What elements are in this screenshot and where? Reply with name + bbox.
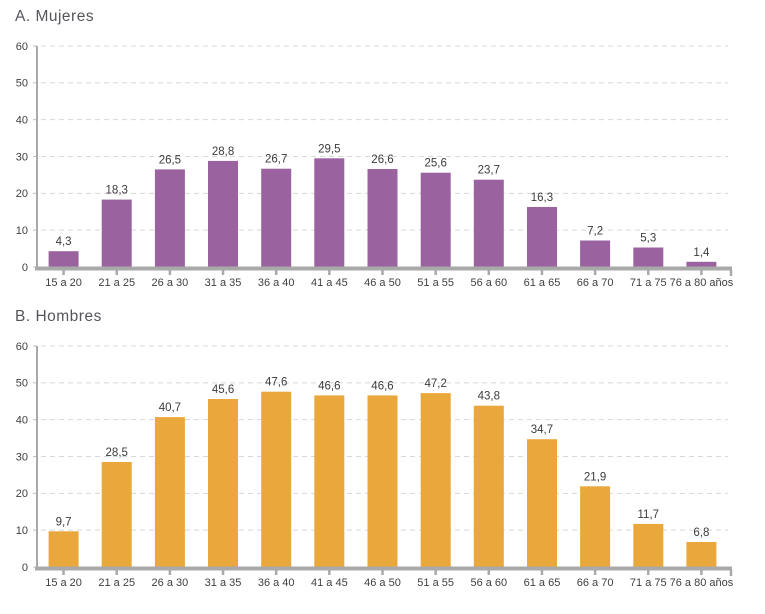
bar-6 [367, 169, 398, 267]
y-axis-label-10: 10 [16, 225, 28, 237]
bar-value-label-2: 40,7 [159, 402, 181, 414]
bar-1 [101, 199, 132, 267]
bar-value-label-2: 26,5 [159, 154, 181, 166]
bar-4 [261, 391, 292, 567]
bar-value-label-7: 47,2 [424, 378, 446, 390]
x-axis-label-1: 21 a 25 [98, 277, 135, 289]
x-axis-label-10: 66 a 70 [577, 577, 614, 589]
bar-value-label-8: 23,7 [478, 165, 500, 177]
bar-12 [686, 261, 717, 267]
x-axis-label-7: 51 a 55 [417, 277, 454, 289]
x-axis-label-9: 61 a 65 [524, 277, 561, 289]
bar-5 [314, 395, 345, 567]
x-axis-label-7: 51 a 55 [417, 577, 454, 589]
y-axis-label-50: 50 [16, 78, 28, 90]
bar-value-label-6: 46,6 [371, 380, 393, 392]
bar-value-label-12: 1,4 [693, 247, 710, 259]
x-axis-label-12: 76 a 80 años [670, 277, 734, 289]
bar-10 [580, 240, 611, 267]
bar-value-label-5: 29,5 [318, 143, 340, 155]
y-axis-label-60: 60 [16, 341, 28, 353]
bar-3 [208, 160, 238, 267]
y-axis-label-40: 40 [16, 414, 28, 426]
x-axis-label-12: 76 a 80 años [670, 577, 734, 589]
y-axis-label-30: 30 [16, 151, 28, 163]
panel-title-hombres: B. Hombres [15, 308, 102, 325]
bar-11 [633, 523, 664, 567]
bar-value-label-12: 6,8 [693, 527, 709, 539]
bar-value-label-3: 28,8 [212, 146, 234, 158]
y-axis-label-50: 50 [16, 378, 28, 390]
bar-value-label-7: 25,6 [424, 158, 446, 170]
bar-12 [686, 542, 717, 567]
bar-9 [527, 207, 557, 267]
bar-1 [101, 462, 132, 567]
bar-3 [208, 399, 238, 567]
x-axis-label-5: 41 a 45 [311, 277, 348, 289]
bar-value-label-8: 43,8 [478, 391, 500, 403]
bar-value-label-6: 26,6 [371, 154, 393, 166]
y-axis-label-20: 20 [16, 488, 28, 500]
y-axis-label-0: 0 [22, 262, 28, 274]
panel-mujeres: A. Mujeres 0 10 20 30 40 50 60 4,3 15 a 20 18,3 21… [0, 0, 765, 300]
bar-value-label-4: 47,6 [265, 377, 287, 389]
x-axis-label-5: 41 a 45 [311, 577, 348, 589]
bar-value-label-0: 9,7 [56, 516, 72, 528]
y-axis-label-20: 20 [16, 188, 28, 200]
panel-title-mujeres: A. Mujeres [15, 8, 95, 25]
x-axis-label-1: 21 a 25 [98, 577, 135, 589]
bar-8 [473, 405, 504, 567]
bar-value-label-5: 46,6 [318, 380, 340, 392]
x-axis-label-11: 71 a 75 [630, 277, 667, 289]
bar-4 [261, 168, 292, 267]
x-axis-label-11: 71 a 75 [630, 577, 667, 589]
bar-value-label-3: 45,6 [212, 384, 234, 396]
x-axis-label-4: 36 a 40 [258, 277, 295, 289]
y-axis-label-30: 30 [16, 451, 28, 463]
x-axis-label-2: 26 a 30 [152, 577, 189, 589]
bar-chart-mujeres: 0 10 20 30 40 50 60 4,3 15 a 20 18,3 21 a 25 26,5 26… [16, 41, 734, 289]
bar-value-label-10: 7,2 [587, 225, 603, 237]
bar-value-label-11: 11,7 [638, 509, 660, 521]
x-axis-label-0: 15 a 20 [45, 277, 82, 289]
x-axis-label-9: 61 a 65 [524, 577, 561, 589]
x-axis-label-4: 36 a 40 [258, 577, 295, 589]
bar-0 [48, 251, 79, 267]
bar-chart-hombres: 0 10 20 30 40 50 60 9,7 15 a 20 28,5 21 a 25 40,7 26… [16, 341, 734, 589]
bar-value-label-11: 5,3 [640, 232, 656, 244]
bar-2 [154, 417, 185, 567]
x-axis-label-6: 46 a 50 [364, 277, 401, 289]
bar-6 [367, 395, 398, 567]
bar-value-label-10: 21,9 [584, 471, 606, 483]
x-axis-label-8: 56 a 60 [470, 277, 507, 289]
bar-value-label-9: 34,7 [531, 424, 553, 436]
x-axis-label-6: 46 a 50 [364, 577, 401, 589]
bar-value-label-1: 28,5 [106, 447, 128, 459]
bar-value-label-9: 16,3 [531, 192, 553, 204]
x-axis-label-3: 31 a 35 [205, 577, 242, 589]
y-axis-label-60: 60 [16, 41, 28, 53]
y-axis-label-0: 0 [22, 562, 28, 574]
y-axis-label-10: 10 [16, 525, 28, 537]
bar-9 [527, 439, 557, 567]
bar-value-label-1: 18,3 [106, 185, 128, 197]
bar-5 [314, 158, 345, 267]
bar-value-label-4: 26,7 [265, 154, 287, 166]
bar-value-label-0: 4,3 [56, 236, 72, 248]
bar-7 [420, 172, 451, 267]
y-axis-label-40: 40 [16, 114, 28, 126]
bar-8 [473, 179, 504, 267]
bar-11 [633, 247, 664, 267]
panel-hombres: B. Hombres 0 10 20 30 40 50 60 9,7 15 a 20 28,5 21… [0, 300, 765, 600]
x-axis-label-0: 15 a 20 [45, 577, 82, 589]
bar-10 [580, 486, 611, 567]
x-axis-label-8: 56 a 60 [470, 577, 507, 589]
x-axis-label-2: 26 a 30 [152, 277, 189, 289]
x-axis-label-10: 66 a 70 [577, 277, 614, 289]
x-axis-label-3: 31 a 35 [205, 277, 242, 289]
bar-2 [154, 169, 185, 267]
bar-7 [420, 393, 451, 567]
bar-0 [48, 531, 79, 567]
